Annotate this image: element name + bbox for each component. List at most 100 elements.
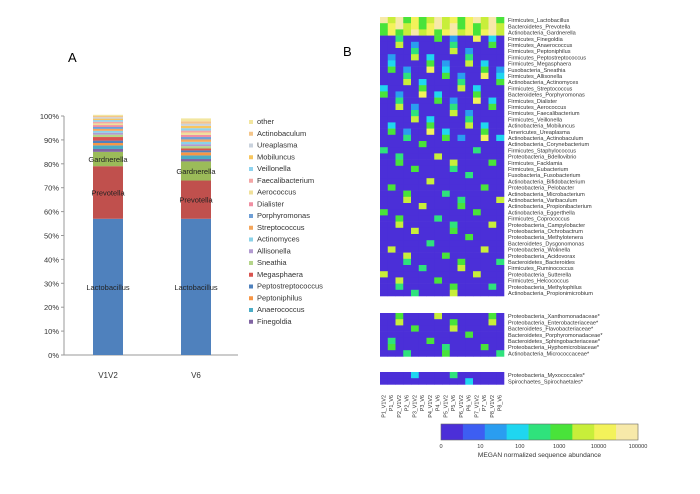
- heatmap-cell: [426, 29, 435, 36]
- heatmap-cell: [473, 337, 482, 345]
- heatmap-cell: [387, 178, 396, 185]
- heatmap-cell: [387, 209, 396, 216]
- heatmap-cell: [449, 79, 458, 86]
- heatmap-cell: [496, 378, 505, 385]
- legend-swatch-veillonella: [249, 167, 253, 171]
- heatmap-cell: [488, 337, 497, 345]
- bar-segment-peptoniphilus-v6: [181, 152, 211, 156]
- heatmap-cell: [387, 29, 396, 36]
- heatmap-cell: [442, 277, 451, 284]
- heatmap-cell: [403, 159, 412, 167]
- heatmap-cell: [418, 350, 427, 357]
- heatmap-cell: [496, 265, 505, 272]
- heatmap-cell: [480, 29, 489, 36]
- heatmap-cell: [418, 66, 427, 74]
- heatmap-cell: [418, 97, 427, 105]
- heatmap-cell: [488, 215, 497, 222]
- colorbar-tick-label: 100000: [629, 444, 648, 450]
- bar-segment-megasphaera-v1v2: [93, 137, 123, 141]
- heatmap-cell: [496, 165, 505, 173]
- heatmap-cell: [411, 209, 420, 216]
- heatmap-cell: [403, 372, 412, 379]
- heatmap-cell: [418, 221, 427, 229]
- heatmap-cell: [480, 159, 489, 167]
- heatmap-cell: [403, 215, 412, 222]
- bar-segment-dialister-v1v2: [93, 125, 123, 127]
- heatmap-cell: [418, 283, 427, 291]
- heatmap-cell: [395, 66, 404, 74]
- heatmap-cell: [473, 72, 482, 80]
- heatmap-cell: [418, 378, 427, 385]
- heatmap-cell: [449, 48, 458, 55]
- heatmap-cell: [403, 97, 412, 105]
- heatmap-cell: [403, 350, 412, 357]
- heatmap-cell: [403, 85, 412, 92]
- heatmap-cell: [411, 215, 420, 222]
- heatmap-cell: [449, 277, 458, 284]
- heatmap-cell: [387, 141, 396, 148]
- heatmap-cell: [411, 66, 420, 74]
- colorbar-step: [462, 424, 486, 440]
- heatmap-cell: [426, 141, 435, 148]
- heatmap-row-label: Actinobacteria_Mobiluncus: [508, 124, 575, 130]
- heatmap-cell: [395, 277, 404, 284]
- heatmap-cell: [457, 54, 466, 61]
- legend-label-actinomyces: Actinomyces: [257, 235, 300, 244]
- heatmap-cell: [488, 221, 497, 229]
- heatmap-cell: [480, 258, 489, 266]
- legend-label-finegoldia: Finegoldia: [257, 317, 292, 326]
- heatmap-cell: [434, 178, 443, 185]
- heatmap-cell: [418, 215, 427, 222]
- heatmap-cell: [387, 128, 396, 136]
- heatmap-cell: [403, 258, 412, 266]
- panel-b-heatmap-cells: [380, 17, 505, 385]
- heatmap-column-label: P4_V1V2: [428, 395, 434, 418]
- colorbar-step: [616, 424, 639, 440]
- heatmap-cell: [434, 116, 443, 123]
- heatmap-cell: [465, 319, 474, 326]
- heatmap-cell: [418, 153, 427, 160]
- heatmap-cell: [449, 116, 458, 123]
- heatmap-cell: [434, 203, 443, 210]
- heatmap-cell: [496, 196, 505, 204]
- heatmap-cell: [434, 97, 443, 105]
- heatmap-row-label: Firmicutes_Peptoniphilus: [508, 49, 571, 55]
- heatmap-cell: [465, 165, 474, 173]
- heatmap-column-label: P6_V6: [467, 395, 473, 411]
- heatmap-cell: [426, 79, 435, 86]
- heatmap-cell: [442, 209, 451, 216]
- heatmap-cell: [457, 60, 466, 67]
- heatmap-cell: [473, 116, 482, 123]
- heatmap-cell: [380, 271, 389, 278]
- heatmap-cell: [449, 141, 458, 148]
- heatmap-cell: [434, 325, 443, 332]
- heatmap-cell: [480, 221, 489, 229]
- heatmap-cell: [434, 221, 443, 229]
- heatmap-cell: [457, 66, 466, 74]
- heatmap-cell: [395, 165, 404, 173]
- heatmap-cell: [403, 60, 412, 67]
- heatmap-cell: [457, 240, 466, 247]
- heatmap-cell: [403, 378, 412, 385]
- heatmap-cell: [418, 246, 427, 253]
- heatmap-row-label: Firmicutes_Eubacterium: [508, 167, 569, 173]
- heatmap-column-label: P1_V1V2: [381, 395, 387, 418]
- heatmap-cell: [473, 209, 482, 216]
- legend-swatch-faecalibacterium: [249, 178, 253, 183]
- heatmap-cell: [457, 378, 466, 385]
- heatmap-row-label: Fusobacteria_Fusobacterium: [508, 173, 581, 179]
- legend-label-streptococcus: Streptococcus: [257, 223, 305, 232]
- heatmap-cell: [442, 165, 451, 173]
- heatmap-cell: [380, 35, 389, 43]
- heatmap-cell: [426, 116, 435, 123]
- heatmap-cell: [380, 79, 389, 86]
- heatmap-cell: [457, 350, 466, 357]
- heatmap-cell: [403, 246, 412, 253]
- heatmap-cell: [496, 153, 505, 160]
- heatmap-cell: [418, 178, 427, 185]
- heatmap-cell: [387, 147, 396, 154]
- heatmap-cell: [434, 196, 443, 204]
- heatmap-cell: [387, 17, 396, 24]
- heatmap-cell: [488, 283, 497, 291]
- heatmap-cell: [387, 85, 396, 92]
